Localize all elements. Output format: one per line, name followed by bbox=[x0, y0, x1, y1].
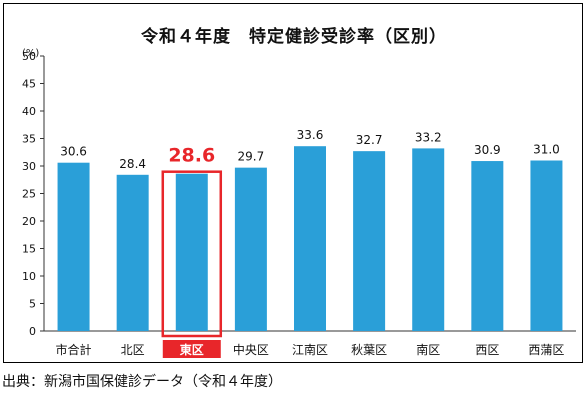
source-note: 出典：新潟市国保健診データ（令和４年度） bbox=[2, 374, 282, 390]
bar-value-label: 30.9 bbox=[474, 143, 501, 157]
y-tick-label: 20 bbox=[22, 215, 36, 228]
y-tick-label: 50 bbox=[22, 50, 36, 63]
bar bbox=[412, 148, 445, 331]
x-tick-label: 西蒲区 bbox=[528, 343, 564, 357]
y-tick-label: 40 bbox=[22, 105, 36, 118]
bar bbox=[234, 167, 267, 331]
bar-value-label: 32.7 bbox=[356, 133, 383, 147]
bar bbox=[471, 161, 504, 331]
bar-value-label: 33.6 bbox=[297, 128, 324, 142]
bar bbox=[294, 146, 326, 331]
highlight-category-tag bbox=[162, 340, 221, 358]
y-tick-label: 25 bbox=[22, 188, 36, 201]
bar-value-label: 28.4 bbox=[119, 157, 146, 171]
bar bbox=[530, 160, 563, 331]
chart-frame: 令和４年度 特定健診受診率（区別） (%) 0 5 10 15 20 25 30 35 40 45… bbox=[3, 3, 583, 363]
highlight-box bbox=[161, 170, 223, 338]
y-tick-label: 35 bbox=[22, 133, 36, 146]
x-tick-label: 市合計 bbox=[56, 342, 92, 357]
x-tick-label: 秋葉区 bbox=[351, 343, 387, 357]
x-tick-label: 江南区 bbox=[292, 342, 328, 357]
bar-value-label: 33.2 bbox=[415, 130, 442, 144]
bar bbox=[57, 162, 90, 331]
bar-value-label: 29.7 bbox=[238, 150, 265, 164]
y-tick-label: 45 bbox=[22, 78, 36, 91]
bar-chart: 0 5 10 15 20 25 30 35 40 45 50 30.6 市合計 28.4 北区 28.6 東区 2… bbox=[22, 50, 576, 358]
x-tick-label: 北区 bbox=[121, 343, 145, 357]
bar-value-label: 28.6 bbox=[168, 145, 215, 167]
bar-value-label: 30.6 bbox=[60, 145, 87, 159]
chart-title: 令和４年度 特定健診受診率（区別） bbox=[141, 27, 447, 47]
y-tick-label: 15 bbox=[22, 243, 36, 256]
y-tick-label: 0 bbox=[29, 325, 36, 338]
bar bbox=[175, 173, 208, 331]
x-tick-label: 中央区 bbox=[233, 342, 269, 357]
y-axis-unit-label: (%) bbox=[22, 48, 40, 59]
y-tick-label: 30 bbox=[22, 160, 36, 173]
bar-value-label: 31.0 bbox=[533, 143, 560, 157]
x-tick-label: 東区 bbox=[180, 342, 204, 357]
y-tick-label: 5 bbox=[29, 298, 36, 311]
bar bbox=[116, 174, 149, 331]
bar bbox=[353, 151, 386, 331]
x-tick-label: 西区 bbox=[475, 343, 499, 357]
y-tick-label: 10 bbox=[22, 270, 36, 283]
x-tick-label: 南区 bbox=[416, 342, 440, 357]
